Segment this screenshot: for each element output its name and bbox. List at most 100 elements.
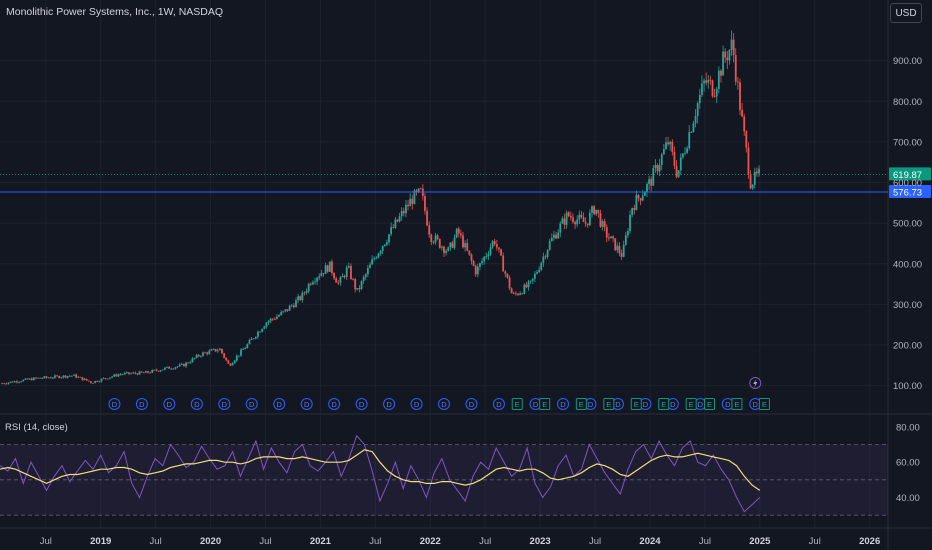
candle-up: [164, 367, 166, 370]
candle-up: [153, 369, 156, 371]
candle-up: [172, 368, 175, 370]
candle-down: [197, 354, 200, 357]
candle-up: [398, 216, 401, 222]
candle-down: [352, 278, 354, 280]
rsi-tick-label: 60.00: [896, 458, 920, 469]
candle-up: [166, 366, 168, 368]
candle-down: [741, 110, 743, 117]
candle-up: [314, 281, 316, 283]
horizontal-level-label: 576.73: [893, 187, 922, 198]
candle-down: [92, 382, 94, 384]
candle-down: [85, 378, 88, 381]
dividend-marker: [410, 398, 423, 410]
candle-up: [681, 153, 684, 158]
candle-down: [438, 238, 441, 248]
candle-up: [722, 51, 724, 76]
candle-down: [419, 188, 422, 190]
time-tick-label: Jul: [259, 536, 271, 547]
currency-button[interactable]: USD: [890, 3, 922, 23]
candle-down: [726, 57, 729, 61]
candle-up: [652, 167, 655, 186]
candle-up: [18, 381, 20, 383]
candle-up: [238, 355, 240, 357]
candle-up: [22, 379, 25, 382]
candle-down: [299, 296, 302, 301]
candle-down: [411, 198, 414, 205]
lightning-glyph: [753, 379, 758, 388]
candle-up: [246, 344, 249, 349]
candle-up: [646, 183, 648, 193]
candle-down: [593, 206, 596, 215]
candle-up: [218, 348, 221, 351]
dividend-marker-label: D: [414, 400, 420, 409]
earnings-marker-label: E: [762, 400, 767, 409]
candle-down: [392, 227, 395, 228]
dividend-marker-label: D: [441, 400, 447, 409]
candle-down: [724, 51, 727, 58]
earnings-marker: [758, 398, 770, 410]
candle-up: [240, 349, 242, 356]
candle-up: [100, 378, 103, 382]
candles: [1, 30, 760, 385]
candle-up: [698, 94, 701, 104]
candle-down: [605, 227, 608, 238]
candle-up: [347, 266, 350, 268]
candle-down: [227, 360, 230, 364]
candle-up: [176, 366, 179, 368]
candle-up: [312, 282, 314, 285]
candle-down: [466, 243, 469, 251]
time-tick-label: 2019: [90, 536, 111, 547]
candle-up: [561, 218, 564, 224]
y-axis: 100.00 200.00 300.00 400.00 500.00 600.00 700.…: [893, 56, 922, 504]
candle-up: [523, 284, 526, 294]
time-tick-label: Jul: [369, 536, 381, 547]
candle-up: [54, 375, 56, 378]
earnings-marker-label: E: [579, 400, 584, 409]
time-tick-label: 2023: [530, 536, 551, 547]
candle-down: [671, 141, 674, 152]
time-tick-label: 2025: [749, 536, 771, 547]
rsi-indicator-label[interactable]: RSI (14, close): [5, 422, 68, 433]
candle-down: [618, 245, 621, 254]
candle-down: [337, 282, 340, 284]
candle-down: [673, 151, 676, 166]
candle-up: [66, 376, 69, 378]
price-tick-label: 400.00: [893, 259, 922, 270]
candle-down: [149, 372, 152, 374]
candle-down: [656, 164, 659, 172]
candle-up: [113, 374, 116, 377]
candle-up: [381, 245, 384, 252]
candle-up: [635, 195, 638, 210]
candle-up: [538, 269, 541, 273]
candle-down: [675, 165, 678, 177]
candle-down: [743, 116, 746, 132]
candle-down: [574, 221, 576, 225]
candle-up: [288, 305, 291, 311]
current-price-tag: [889, 167, 931, 181]
dividend-marker-label: D: [112, 400, 118, 409]
candle-down: [633, 208, 636, 210]
candle-down: [739, 82, 741, 111]
candle-up: [250, 338, 253, 340]
candle-down: [45, 376, 48, 378]
candle-down: [407, 204, 409, 207]
dividend-marker: [108, 398, 121, 410]
earnings-marker-label: E: [661, 400, 666, 409]
candle-up: [373, 258, 376, 260]
dividend-marker: [273, 398, 286, 410]
candle-down: [432, 241, 435, 243]
candle-up: [280, 312, 283, 316]
candle-down: [468, 250, 471, 255]
candle-up: [144, 371, 147, 373]
time-tick-label: Jul: [589, 536, 601, 547]
candle-up: [388, 234, 390, 243]
candle-up: [73, 374, 75, 376]
candle-up: [753, 171, 756, 185]
candle-up: [339, 277, 342, 283]
rsi-tick-label: 40.00: [896, 493, 920, 504]
candle-up: [627, 231, 629, 236]
candle-down: [58, 375, 61, 378]
candle-down: [597, 209, 600, 214]
candle-up: [546, 249, 549, 258]
